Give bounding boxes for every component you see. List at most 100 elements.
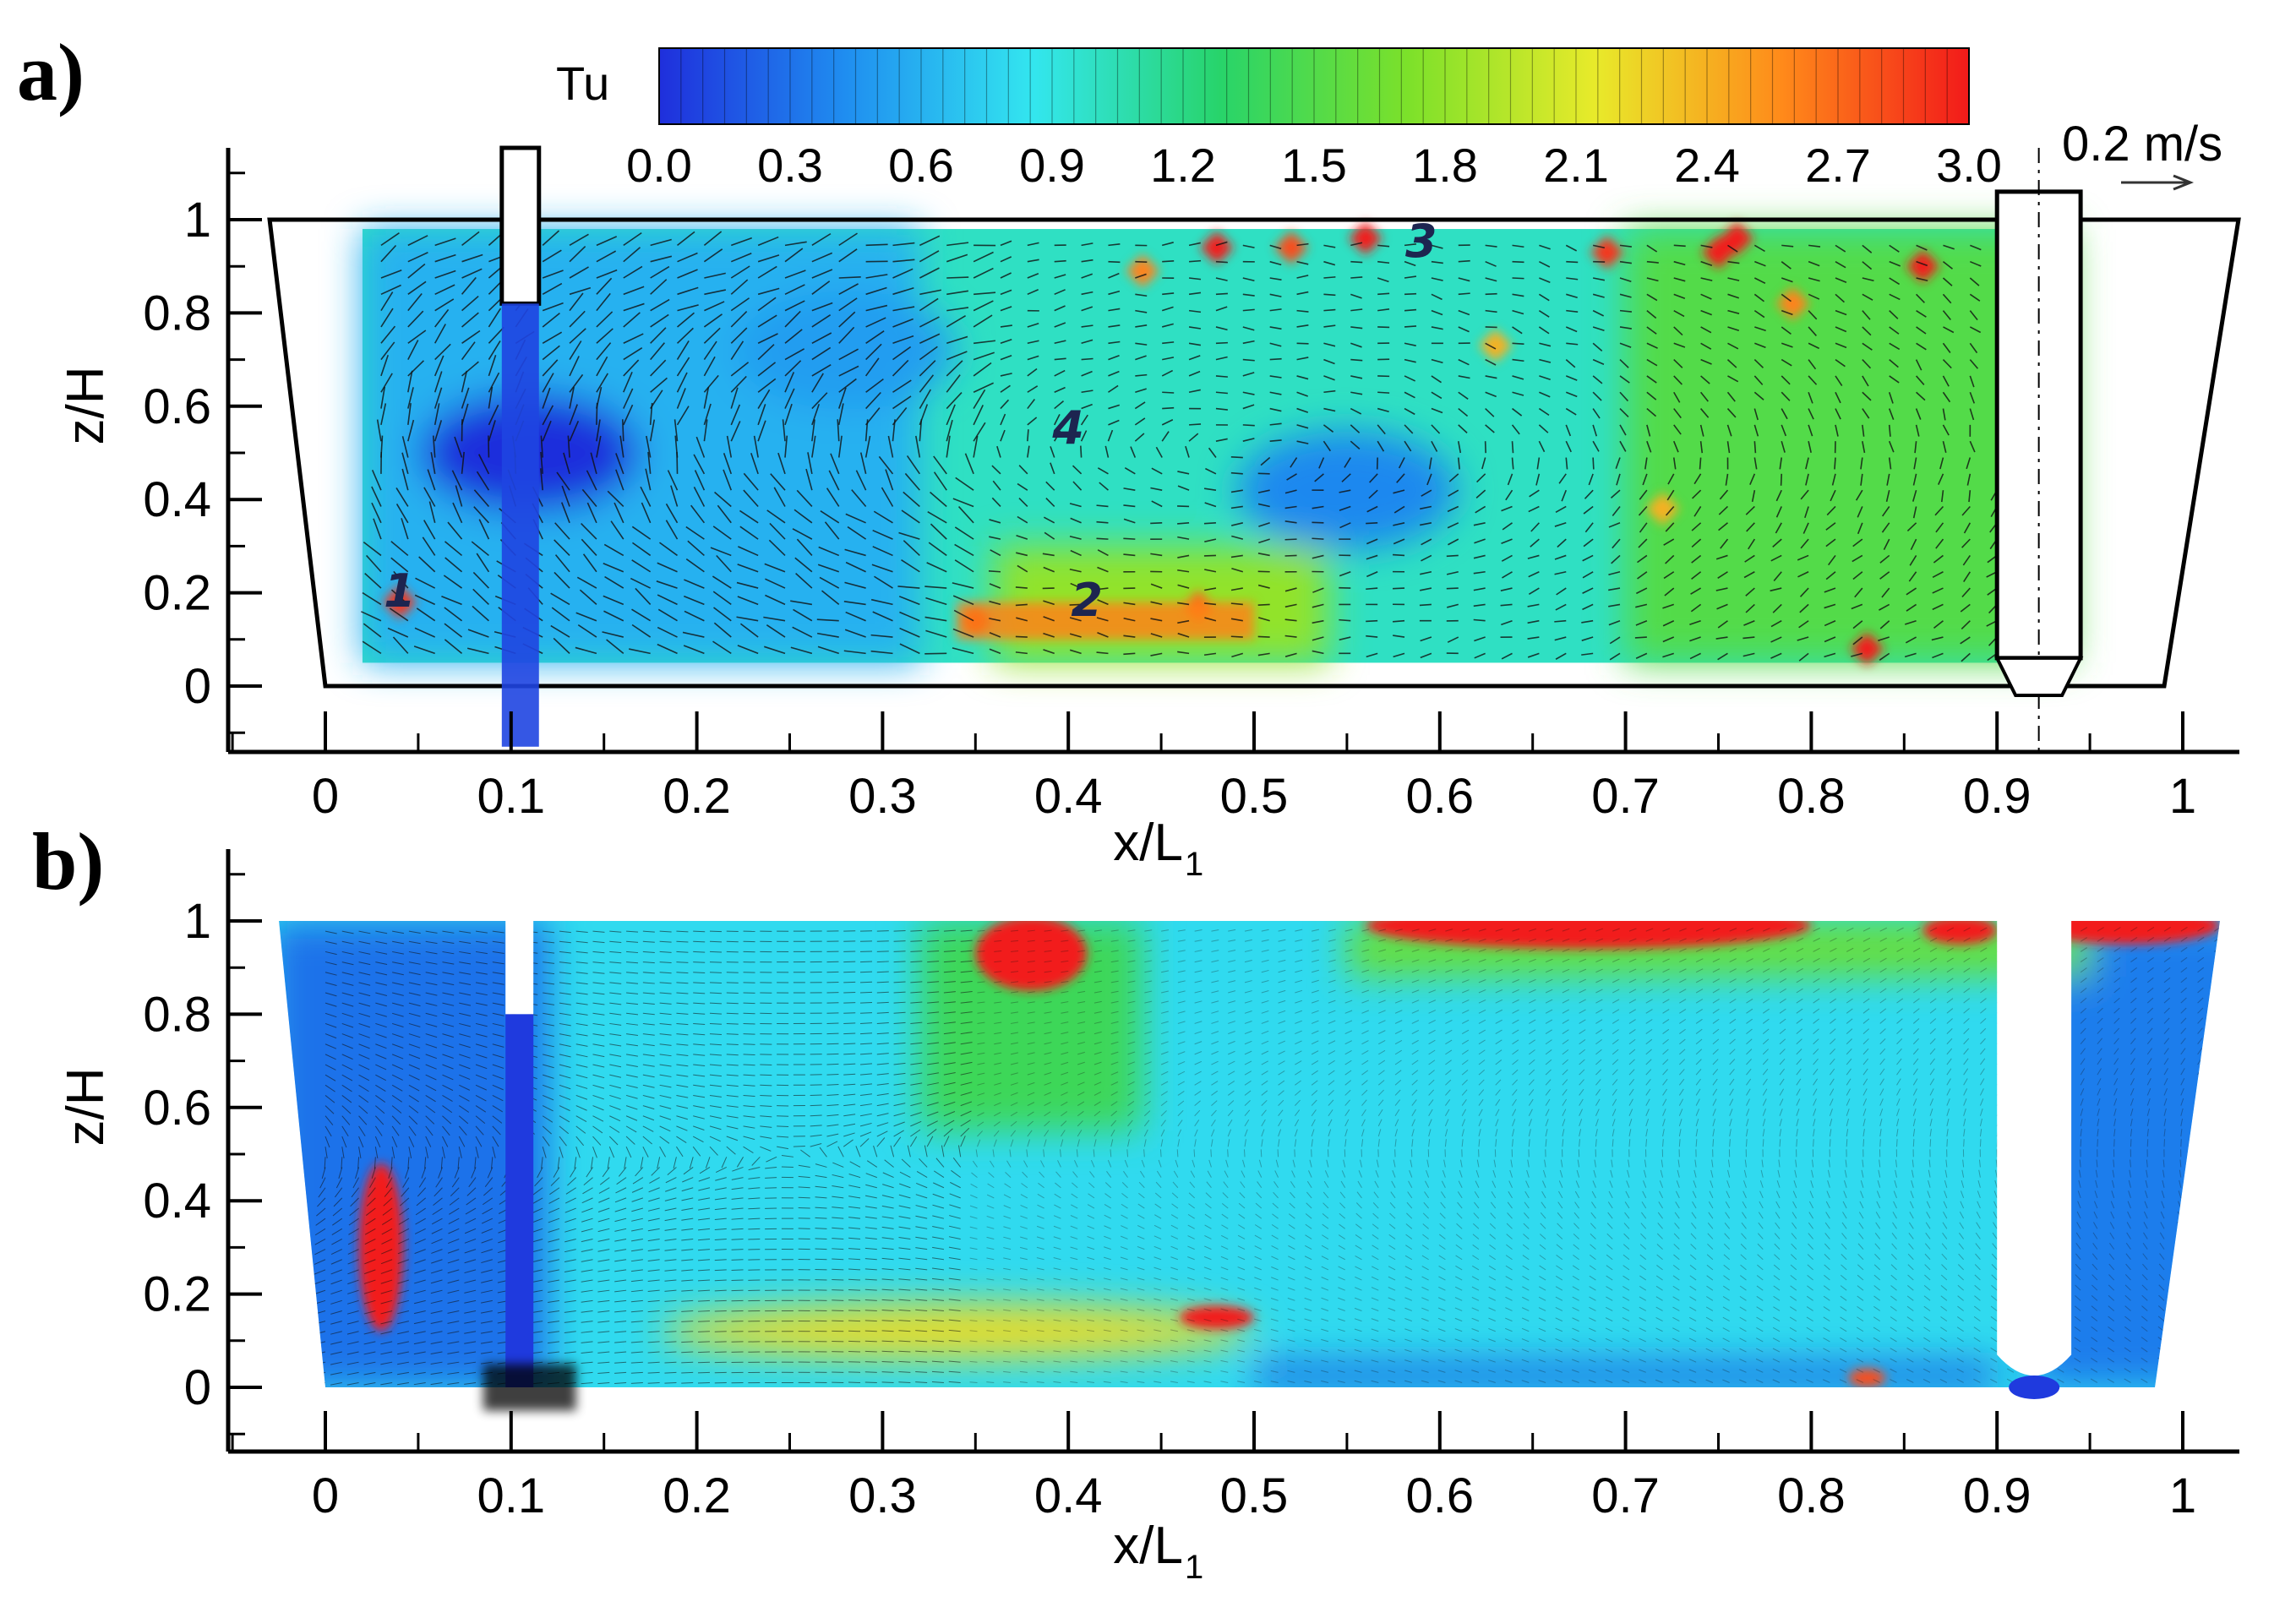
velocity-vector <box>960 1071 973 1076</box>
velocity-vector <box>425 961 438 965</box>
velocity-vector <box>434 371 443 393</box>
velocity-vector <box>559 1094 571 1101</box>
velocity-vector <box>1340 1180 1346 1189</box>
velocity-vector <box>1061 1052 1069 1055</box>
velocity-vector <box>1160 1011 1169 1014</box>
x-tick-label: 0.3 <box>848 769 917 824</box>
velocity-vector <box>1254 1298 1262 1301</box>
velocity-vector <box>1070 1329 1078 1332</box>
velocity-vector <box>1371 1307 1379 1311</box>
velocity-vector <box>1278 989 1286 994</box>
velocity-vector <box>865 286 887 296</box>
velocity-vector <box>1388 1266 1396 1271</box>
velocity-vector <box>1361 1020 1369 1024</box>
velocity-vector <box>421 1167 427 1179</box>
velocity-vector <box>692 1146 701 1157</box>
velocity-vector <box>1361 1139 1364 1147</box>
velocity-vector <box>1220 1287 1229 1291</box>
velocity-vector <box>1156 1170 1162 1178</box>
velocity-vector <box>1485 277 1497 282</box>
velocity-vector <box>1852 620 1863 629</box>
velocity-vector <box>597 1381 610 1385</box>
velocity-vector <box>832 1196 844 1199</box>
velocity-vector <box>1361 1109 1366 1117</box>
velocity-vector <box>1689 652 1701 660</box>
velocity-vector <box>693 1074 706 1077</box>
velocity-vector <box>1269 244 1282 250</box>
velocity-vector <box>564 1321 576 1323</box>
velocity-vector <box>1538 440 1546 453</box>
velocity-vector <box>1284 554 1297 557</box>
velocity-vector <box>1203 1339 1212 1343</box>
velocity-vector <box>549 1187 560 1196</box>
velocity-vector <box>1428 457 1432 470</box>
velocity-vector <box>1203 1288 1212 1291</box>
velocity-vector <box>1371 1328 1379 1332</box>
velocity-vector <box>1097 467 1109 475</box>
velocity-vector <box>777 452 786 475</box>
velocity-vector <box>915 1381 928 1383</box>
velocity-vector <box>1420 636 1432 642</box>
velocity-vector <box>464 1228 477 1234</box>
velocity-vector <box>709 1094 722 1098</box>
velocity-vector <box>365 1218 376 1226</box>
velocity-vector <box>739 526 759 540</box>
velocity-vector <box>1754 260 1766 267</box>
velocity-vector <box>597 1321 610 1323</box>
velocity-vector <box>341 1084 352 1092</box>
velocity-vector <box>1261 1000 1269 1004</box>
velocity-vector <box>664 1218 677 1222</box>
velocity-vector <box>1270 1297 1279 1301</box>
velocity-vector <box>592 961 605 964</box>
velocity-vector <box>1010 1011 1019 1014</box>
velocity-vector <box>849 1161 861 1168</box>
velocity-vector <box>1044 1062 1052 1065</box>
velocity-vector <box>676 940 689 943</box>
velocity-vector <box>1862 277 1874 282</box>
velocity-vector <box>630 1279 643 1283</box>
velocity-vector <box>859 1103 872 1107</box>
velocity-vector <box>988 1172 995 1178</box>
velocity-vector <box>1615 457 1621 469</box>
velocity-vector <box>1244 960 1252 963</box>
velocity-vector <box>596 292 611 312</box>
velocity-vector <box>596 269 618 279</box>
velocity-vector <box>543 930 555 934</box>
velocity-vector <box>1043 516 1055 524</box>
velocity-vector <box>324 1105 335 1114</box>
velocity-vector <box>630 1321 643 1323</box>
velocity-vector <box>1238 1213 1246 1219</box>
velocity-vector <box>481 1238 493 1244</box>
velocity-vector <box>1093 1041 1102 1045</box>
velocity-vector <box>1220 1256 1229 1261</box>
velocity-vector <box>1286 473 1297 481</box>
velocity-vector <box>1361 1030 1369 1035</box>
velocity-vector <box>630 1351 643 1354</box>
velocity-vector <box>1188 355 1201 361</box>
velocity-vector <box>1361 1000 1370 1004</box>
velocity-vector <box>1077 990 1086 994</box>
velocity-vector <box>1061 1111 1068 1117</box>
velocity-vector <box>390 541 409 557</box>
velocity-vector <box>994 1052 1002 1055</box>
velocity-vector <box>458 1125 467 1136</box>
velocity-vector <box>743 1105 755 1108</box>
velocity-vector <box>1943 326 1955 334</box>
velocity-vector <box>1512 277 1524 280</box>
velocity-vector <box>910 991 923 994</box>
velocity-vector <box>550 1177 560 1186</box>
velocity-vector <box>664 1381 677 1384</box>
velocity-vector <box>1107 429 1114 442</box>
velocity-vector <box>1592 342 1603 352</box>
velocity-vector <box>1961 620 1971 630</box>
velocity-vector <box>414 627 436 638</box>
velocity-vector <box>1296 440 1309 444</box>
velocity-vector <box>969 1216 978 1219</box>
velocity-vector <box>1442 1169 1446 1178</box>
velocity-vector <box>1458 391 1469 400</box>
velocity-vector <box>1211 1041 1219 1045</box>
velocity-vector <box>596 435 602 458</box>
velocity-vector <box>1120 1235 1128 1239</box>
velocity-vector <box>425 972 438 975</box>
velocity-vector <box>392 940 404 945</box>
